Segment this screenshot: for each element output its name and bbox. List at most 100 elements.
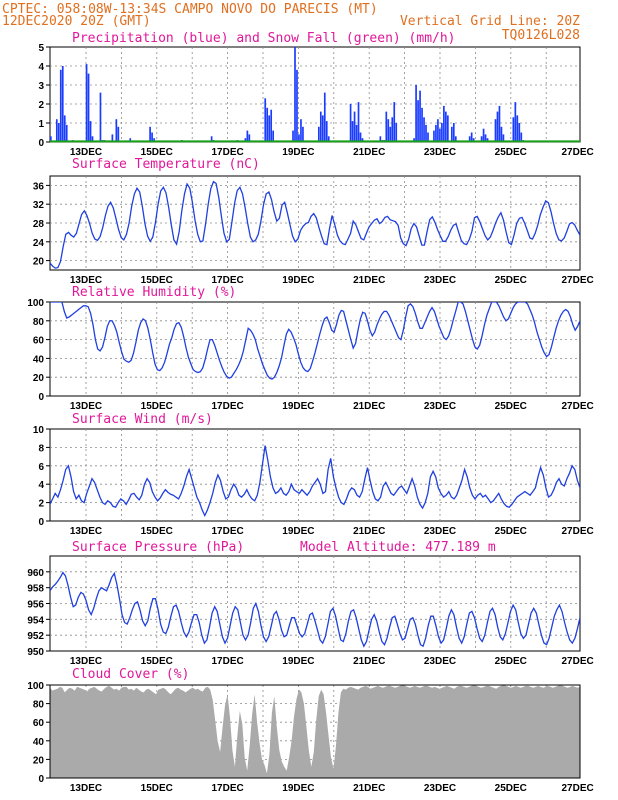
cloud-cover-xtick-label: 17DEC (211, 783, 243, 794)
cloud-cover-xtick-label: 23DEC (424, 783, 456, 794)
temperature-ytick-label: 36 (33, 181, 45, 192)
cloud-cover-title: Cloud Cover (%) (72, 667, 189, 682)
wind-xtick-label: 15DEC (141, 526, 173, 537)
pressure-xtick-label: 15DEC (141, 656, 173, 667)
precip-bar (413, 138, 415, 142)
humidity-xtick-label: 17DEC (211, 401, 243, 412)
precip-bar (379, 136, 382, 142)
precip-bar (317, 126, 320, 142)
precip-bar (425, 124, 427, 142)
panel-wind: 0 2 4 6 8 10 13DEC 15DEC 17DEC 19DEC 21DEC 23DEC 25D… (33, 412, 594, 537)
humidity-line (50, 302, 580, 380)
precip-bar (325, 121, 328, 142)
humidity-ytick-label: 40 (33, 354, 45, 365)
humidity-xtick-label: 19DEC (282, 401, 314, 412)
precip-bar (129, 138, 132, 142)
humidity-frame (49, 301, 581, 397)
pressure-xtick-label: 27DEC (561, 656, 593, 667)
wind-ytick-label: 4 (38, 480, 44, 491)
cloud-cover-xtick-label: 27DEC (561, 783, 593, 794)
precipitation-xtick-label: 13DEC (70, 147, 102, 158)
panel-cloud-cover: 0 20 40 60 80 100 13DEC 15DEC 17DEC 19DEC 21DEC 23D… (27, 667, 593, 794)
precip-bar (298, 134, 300, 142)
precip-bar (516, 115, 519, 142)
precip-bar (439, 128, 441, 142)
temperature-xtick-label: 21DEC (353, 275, 385, 286)
precip-bar (296, 69, 298, 142)
temperature-title: Surface Temperature (nC) (72, 157, 260, 172)
panel-temperature: 20 24 28 32 36 13DEC 15DEC 17DEC 19DEC 21DEC 23DEC… (33, 157, 594, 286)
precip-bar (514, 102, 517, 142)
precip-bar (437, 119, 439, 142)
precip-bar (327, 136, 330, 142)
precip-bar (302, 126, 304, 142)
humidity-ytick-label: 0 (38, 392, 44, 403)
precip-bar (387, 119, 390, 142)
pressure-xtick-label: 17DEC (211, 656, 243, 667)
precip-bar (244, 138, 247, 142)
cloud-cover-xtick-label: 15DEC (141, 783, 173, 794)
temperature-xtick-label: 25DEC (495, 275, 527, 286)
cloud-cover-xtick-label: 25DEC (495, 783, 527, 794)
cloud-area (50, 685, 580, 778)
precipitation-xtick-label: 27DEC (561, 147, 593, 158)
wind-xtick-label: 17DEC (211, 526, 243, 537)
wind-xtick-label: 23DEC (424, 526, 456, 537)
precip-bar (427, 132, 429, 142)
precip-bar (294, 47, 296, 142)
cloud-cover-ytick-label: 60 (33, 718, 45, 729)
pressure-xtick-label: 13DEC (70, 656, 102, 667)
precip-bar (85, 64, 88, 142)
precip-bar (99, 92, 102, 142)
precip-bar (419, 90, 421, 142)
precip-bar (300, 119, 302, 142)
cloud-cover-xtick-label: 19DEC (282, 783, 314, 794)
precipitation-xtick-label: 15DEC (141, 147, 173, 158)
precipitation-frame (49, 46, 581, 143)
humidity-ytick-label: 60 (33, 336, 45, 347)
precip-bar (447, 115, 449, 142)
cloud-cover-ytick-label: 40 (33, 737, 45, 748)
humidity-xtick-label: 27DEC (561, 401, 593, 412)
precip-bar (496, 111, 499, 142)
precip-bar (319, 111, 322, 142)
pressure-ytick-label: 952 (27, 631, 44, 642)
precip-bar (393, 102, 396, 142)
precip-bar (91, 136, 94, 142)
humidity-xtick-label: 15DEC (141, 401, 173, 412)
precip-bar (149, 126, 151, 142)
precip-bar (415, 85, 417, 142)
precip-bar (518, 123, 521, 142)
wind-frame (49, 428, 581, 522)
humidity-xtick-label: 21DEC (353, 401, 385, 412)
precip-bar (111, 134, 114, 142)
precip-bar (321, 115, 324, 142)
precip-bar (323, 92, 326, 142)
precip-bar (395, 123, 398, 142)
precipitation-xtick-label: 23DEC (424, 147, 456, 158)
pressure-ytick-label: 954 (27, 615, 44, 626)
pressure-ytick-label: 960 (27, 568, 44, 579)
header-station: CPTEC: 058:08W-13:34S CAMPO NOVO DO PARE… (2, 2, 378, 17)
header-date: 12DEC2020 20Z (GMT) (2, 14, 151, 29)
pressure-xtick-label: 21DEC (353, 656, 385, 667)
wind-ytick-label: 6 (38, 462, 44, 473)
precip-bar (59, 69, 62, 142)
precipitation-ytick-label: 3 (38, 81, 44, 92)
precip-bar (389, 126, 392, 142)
precip-bar (417, 100, 419, 142)
precip-bar (351, 121, 354, 142)
precipitation-ytick-label: 2 (38, 100, 44, 111)
precip-bar (500, 126, 503, 142)
temperature-ytick-label: 28 (33, 219, 45, 230)
wind-xtick-label: 25DEC (495, 526, 527, 537)
precip-bar (385, 111, 388, 142)
pressure-title: Surface Pressure (hPa) (72, 540, 244, 555)
humidity-ytick-label: 100 (27, 298, 44, 309)
precip-bar (486, 138, 489, 142)
precip-bar (268, 115, 271, 142)
wind-xtick-label: 21DEC (353, 526, 385, 537)
wind-xtick-label: 19DEC (282, 526, 314, 537)
cloud-cover-xtick-label: 21DEC (353, 783, 385, 794)
